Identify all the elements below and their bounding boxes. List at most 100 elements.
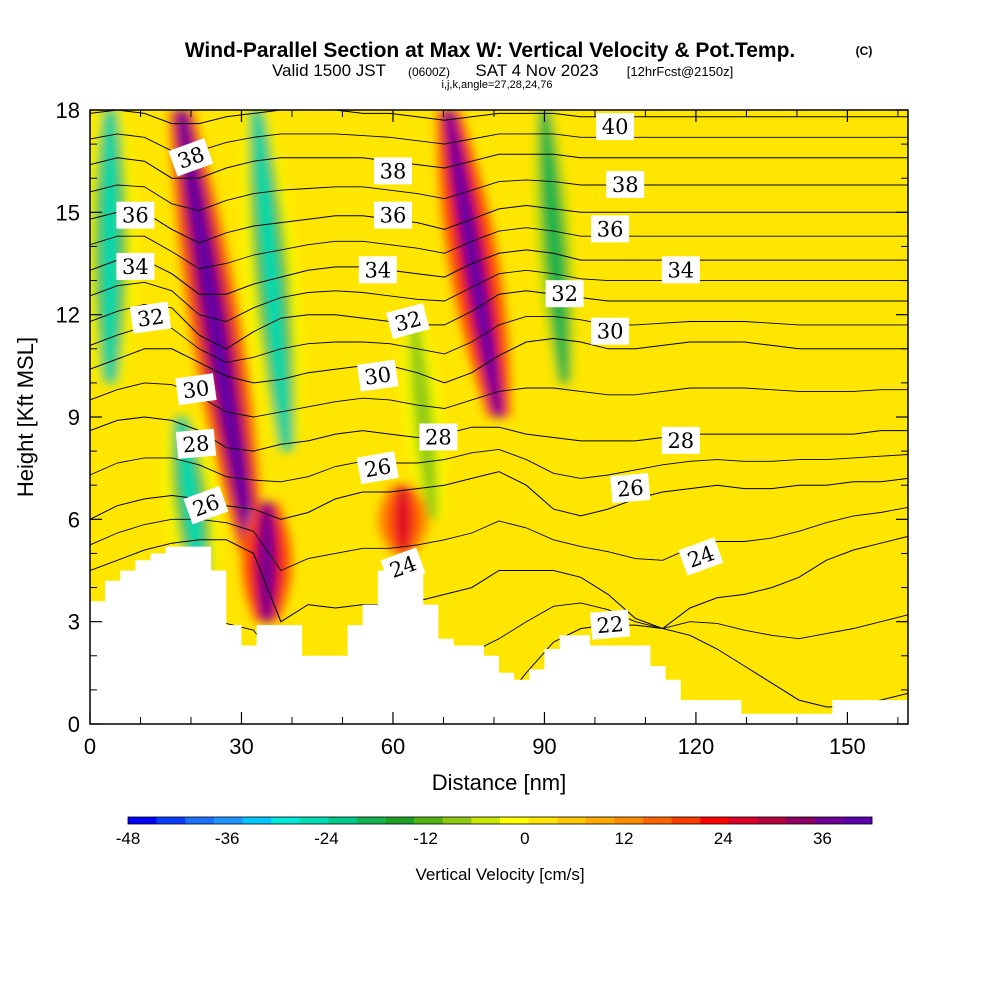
colorbar-swatch (814, 817, 844, 824)
theta-label-box (380, 547, 426, 586)
theta-label-box (419, 423, 458, 451)
colorbar-tick-label: -36 (215, 829, 240, 848)
colorbar-swatch (299, 817, 329, 824)
colorbar-tick-label: -12 (413, 829, 438, 848)
colorbar-tick-label: 36 (813, 829, 832, 848)
theta-label-box (661, 256, 700, 284)
theta-contour-intermediate (90, 382, 908, 418)
theta-label-36: 36 (116, 201, 155, 229)
theta-label-text: 36 (122, 204, 149, 228)
colorbar-swatch (757, 817, 787, 824)
updraft-5 (437, 110, 511, 417)
x-axis-label: Distance [nm] (432, 770, 567, 795)
theta-label-34: 34 (661, 256, 700, 284)
theta-label-32: 32 (129, 301, 172, 334)
theta-label-box (386, 303, 430, 339)
theta-contour-intermediate (90, 448, 908, 483)
colorbar-tick-label: -48 (116, 829, 141, 848)
theta-label-40: 40 (596, 113, 635, 141)
y-tick-label: 3 (68, 610, 80, 635)
theta-label-box (116, 201, 155, 229)
theta-label-box (589, 609, 631, 640)
y-tick-label: 18 (56, 98, 80, 123)
x-tick-label: 150 (829, 734, 866, 759)
theta-label-text: 34 (122, 255, 149, 279)
theta-label-22: 22 (589, 609, 631, 640)
y-tick-label: 6 (68, 507, 80, 532)
theta-label-box (175, 428, 217, 459)
theta-contour-24 (90, 535, 908, 630)
theta-contour-intermediate (90, 506, 908, 572)
colorbar-swatch (500, 817, 529, 824)
theta-contour-intermediate (90, 227, 908, 270)
colorbar-frame (127, 816, 873, 825)
colorbar-tick-label: -24 (314, 829, 339, 848)
theta-label-text: 34 (667, 258, 694, 282)
colorbar-swatch (643, 817, 672, 824)
theta-label-box (175, 373, 217, 406)
chart-title: Wind-Parallel Section at Max W: Vertical… (185, 39, 796, 62)
colorbar-tick-label: 24 (714, 829, 733, 848)
y-tick-label: 0 (68, 712, 80, 737)
theta-label-box (356, 451, 399, 485)
colorbar-swatch (671, 817, 701, 824)
colorbar-tick-label: 12 (615, 829, 634, 848)
updraft-band (445, 110, 503, 417)
theta-label-36: 36 (374, 201, 412, 229)
theta-label-text: 32 (136, 304, 166, 331)
theta-label-text: 32 (551, 282, 578, 306)
subtitle-date: SAT 4 Nov 2023 (475, 61, 598, 80)
downdraft-band (410, 314, 437, 520)
chart-subtitle: Valid 1500 JST (0600Z) SAT 4 Nov 2023 [1… (272, 61, 733, 80)
theta-label-26: 26 (610, 472, 651, 504)
theta-contour-38 (90, 153, 908, 179)
theta-contour-40 (90, 110, 908, 125)
x-tick-label: 60 (381, 734, 405, 759)
colorbar-swatch (328, 817, 358, 824)
colorbar-swatch (414, 817, 444, 824)
theta-label-box (661, 426, 700, 454)
theta-contour-intermediate (90, 179, 908, 212)
theta-contour-30 (90, 337, 908, 384)
colorbar-swatch (213, 817, 243, 824)
theta-contour-intermediate (90, 269, 908, 322)
colorbar-swatch (156, 817, 186, 824)
theta-label-26: 26 (183, 486, 229, 525)
colorbar-swatch (528, 817, 558, 824)
theta-contour-intermediate (90, 133, 908, 152)
colorbar-swatch (843, 817, 873, 824)
theta-contour-intermediate (90, 315, 908, 363)
colorbar: -48 -36 -24 -12 0 12 24 36 (116, 816, 873, 848)
theta-label-30: 30 (175, 373, 217, 406)
theta-label-box (374, 201, 412, 229)
theta-label-box (374, 157, 412, 185)
theta-label-38: 38 (606, 171, 645, 198)
updraft-3 (241, 502, 292, 622)
x-tick-label: 120 (678, 734, 715, 759)
y-tick-label: 9 (68, 405, 80, 430)
theta-label-box (168, 138, 214, 177)
theta-label-34: 34 (358, 256, 397, 284)
theta-contour-34 (90, 249, 908, 295)
vertical-velocity-field (90, 110, 582, 622)
colorbar-swatch (442, 817, 472, 824)
theta-label-box (129, 301, 172, 334)
downdraft-band (541, 110, 568, 383)
colorbar-swatch (185, 817, 215, 824)
updraft-band (259, 502, 274, 622)
theta-label-box (116, 252, 155, 280)
x-tick-label: 90 (532, 734, 556, 759)
theta-label-text: 36 (597, 217, 624, 241)
colorbar-swatch (557, 817, 587, 824)
theta-label-28: 28 (661, 426, 700, 454)
theta-label-text: 28 (667, 429, 694, 453)
colorbar-swatch (471, 817, 501, 824)
theta-label-text: 34 (364, 258, 391, 282)
colorbar-swatch (271, 817, 300, 824)
chart-title-mark: (C) (856, 44, 873, 58)
theta-label-box (545, 280, 584, 308)
colorbar-swatch (385, 817, 415, 824)
downdraft-2 (242, 110, 301, 452)
theta-label-text: 30 (363, 362, 393, 389)
